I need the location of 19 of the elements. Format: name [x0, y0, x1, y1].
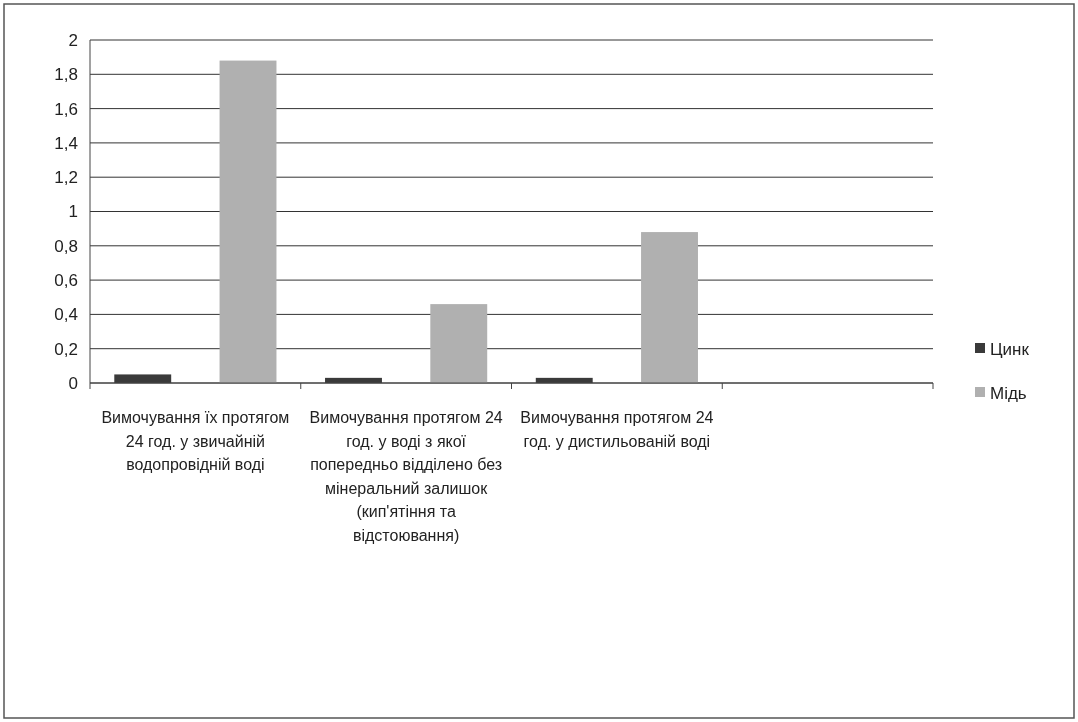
bar	[219, 60, 277, 383]
y-tick-label: 1,4	[54, 133, 78, 153]
bar	[430, 304, 488, 383]
y-tick-label: 0,2	[54, 339, 78, 359]
bar	[641, 232, 698, 383]
x-tick-label: Вимочування їх протягом 24 год. у звичайній водопровідній воді	[101, 409, 290, 473]
y-tick-label: 1,8	[54, 65, 78, 85]
y-tick-label: 0	[68, 373, 78, 393]
y-tick-label: 1,6	[54, 99, 78, 119]
y-tick-label: 1	[68, 202, 78, 222]
y-tick-label: 0,8	[54, 236, 78, 256]
y-tick-label: 0,6	[54, 271, 78, 291]
y-tick-label: 0,4	[54, 305, 78, 325]
x-tick-label: Вимочування протягом 24 год. у воді з якої попередньо відділено без мінеральний залишок (кип'ятіння та відстоювання)	[309, 409, 503, 544]
legend-label: Цинк	[990, 339, 1030, 359]
legend-label: Мідь	[990, 383, 1027, 403]
x-tick-label: Вимочування протягом 24 год. у дистильованій воді	[520, 409, 714, 450]
y-tick-label: 1,2	[54, 168, 78, 188]
y-tick-label: 2	[68, 30, 78, 50]
